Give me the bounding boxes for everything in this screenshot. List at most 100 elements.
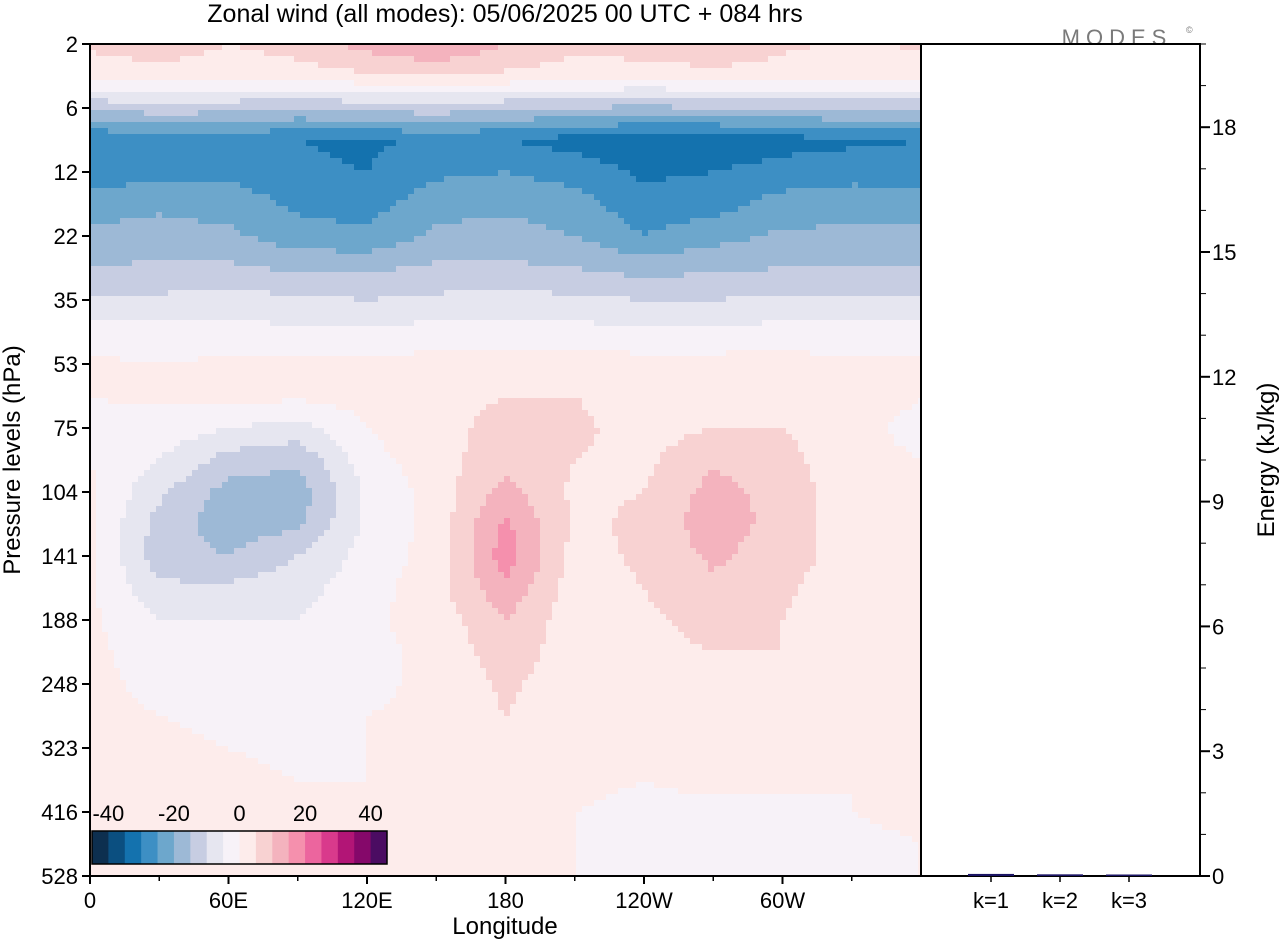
heat-cell bbox=[276, 86, 283, 93]
heat-cell bbox=[168, 104, 175, 111]
heat-cell bbox=[516, 224, 523, 231]
heat-cell bbox=[462, 44, 469, 51]
heat-cell bbox=[690, 56, 697, 63]
heat-cell bbox=[906, 182, 913, 189]
heat-cell bbox=[348, 56, 355, 63]
heat-cell bbox=[450, 164, 457, 171]
heat-cell bbox=[666, 206, 673, 213]
heat-cell bbox=[666, 182, 673, 189]
heat-cell bbox=[378, 44, 385, 51]
heat-cell bbox=[894, 158, 901, 165]
heat-cell bbox=[474, 56, 481, 63]
heat-cell bbox=[660, 254, 667, 261]
heat-cell bbox=[402, 56, 409, 63]
heat-cell bbox=[270, 104, 277, 111]
heat-cell bbox=[648, 242, 655, 249]
heat-cell bbox=[558, 62, 565, 69]
heat-cell bbox=[534, 104, 541, 111]
heat-cell bbox=[762, 224, 769, 231]
heat-cell bbox=[588, 152, 595, 159]
heat-cell bbox=[798, 164, 805, 171]
heat-cell bbox=[480, 80, 487, 87]
heat-cell bbox=[846, 218, 853, 225]
heat-cell bbox=[744, 194, 751, 201]
heat-cell bbox=[384, 62, 391, 69]
heat-cell bbox=[522, 74, 529, 81]
heat-cell bbox=[462, 110, 469, 117]
heat-cell bbox=[714, 188, 721, 195]
heat-cell bbox=[822, 230, 829, 237]
heat-cell bbox=[534, 218, 541, 225]
heat-cell bbox=[468, 116, 475, 123]
heat-cell bbox=[162, 194, 169, 201]
heat-cell bbox=[642, 206, 649, 213]
heat-cell bbox=[288, 254, 295, 261]
heat-cell bbox=[762, 68, 769, 75]
heat-cell bbox=[444, 170, 451, 177]
heat-cell bbox=[720, 92, 727, 99]
heat-cell bbox=[744, 104, 751, 111]
heat-cell bbox=[498, 128, 505, 135]
heat-cell bbox=[420, 182, 427, 189]
heat-cell bbox=[372, 116, 379, 123]
heat-cell bbox=[522, 110, 529, 117]
heat-cell bbox=[690, 86, 697, 93]
heat-cell bbox=[546, 134, 553, 141]
heat-cell bbox=[294, 128, 301, 135]
heat-cell bbox=[546, 86, 553, 93]
heat-cell bbox=[228, 74, 235, 81]
heat-cell bbox=[330, 248, 337, 255]
heat-cell bbox=[738, 194, 745, 201]
heat-cell bbox=[174, 206, 181, 213]
heat-cell bbox=[678, 92, 685, 99]
heat-cell bbox=[114, 182, 121, 189]
heat-cell bbox=[780, 242, 787, 249]
heat-cell bbox=[504, 224, 511, 231]
heat-cell bbox=[732, 224, 739, 231]
heat-cell bbox=[774, 254, 781, 261]
heat-cell bbox=[528, 146, 535, 153]
heat-cell bbox=[462, 218, 469, 225]
heat-cell bbox=[720, 188, 727, 195]
heat-cell bbox=[444, 254, 451, 261]
heat-cell bbox=[138, 224, 145, 231]
heat-cell bbox=[324, 44, 331, 51]
heat-cell bbox=[714, 200, 721, 207]
heat-cell bbox=[642, 224, 649, 231]
heat-cell bbox=[564, 104, 571, 111]
heat-cell bbox=[480, 140, 487, 147]
heat-cell bbox=[480, 128, 487, 135]
heat-cell bbox=[906, 188, 913, 195]
heat-cell bbox=[348, 170, 355, 177]
heat-cell bbox=[258, 170, 265, 177]
heat-cell bbox=[534, 170, 541, 177]
heat-cell bbox=[792, 140, 799, 147]
heat-cell bbox=[396, 242, 403, 249]
heat-cell bbox=[834, 86, 841, 93]
heat-cell bbox=[432, 140, 439, 147]
heat-cell bbox=[444, 98, 451, 105]
heat-cell bbox=[216, 140, 223, 147]
heat-cell bbox=[810, 74, 817, 81]
heat-cell bbox=[750, 122, 757, 129]
heat-cell bbox=[618, 134, 625, 141]
heat-cell bbox=[798, 134, 805, 141]
heat-cell bbox=[378, 62, 385, 69]
heat-cell bbox=[906, 98, 913, 105]
heat-cell bbox=[450, 248, 457, 255]
heat-cell bbox=[840, 242, 847, 249]
heat-cell bbox=[288, 164, 295, 171]
heat-cell bbox=[702, 116, 709, 123]
heat-cell bbox=[510, 176, 517, 183]
heat-cell bbox=[384, 224, 391, 231]
heat-cell bbox=[378, 104, 385, 111]
heat-cell bbox=[786, 104, 793, 111]
heat-cell bbox=[168, 242, 175, 249]
heat-cell bbox=[834, 146, 841, 153]
heat-cell bbox=[258, 56, 265, 63]
heat-cell bbox=[174, 128, 181, 135]
heat-cell bbox=[678, 176, 685, 183]
heat-cell bbox=[522, 254, 529, 261]
heat-cell bbox=[372, 188, 379, 195]
heat-cell bbox=[876, 212, 883, 219]
